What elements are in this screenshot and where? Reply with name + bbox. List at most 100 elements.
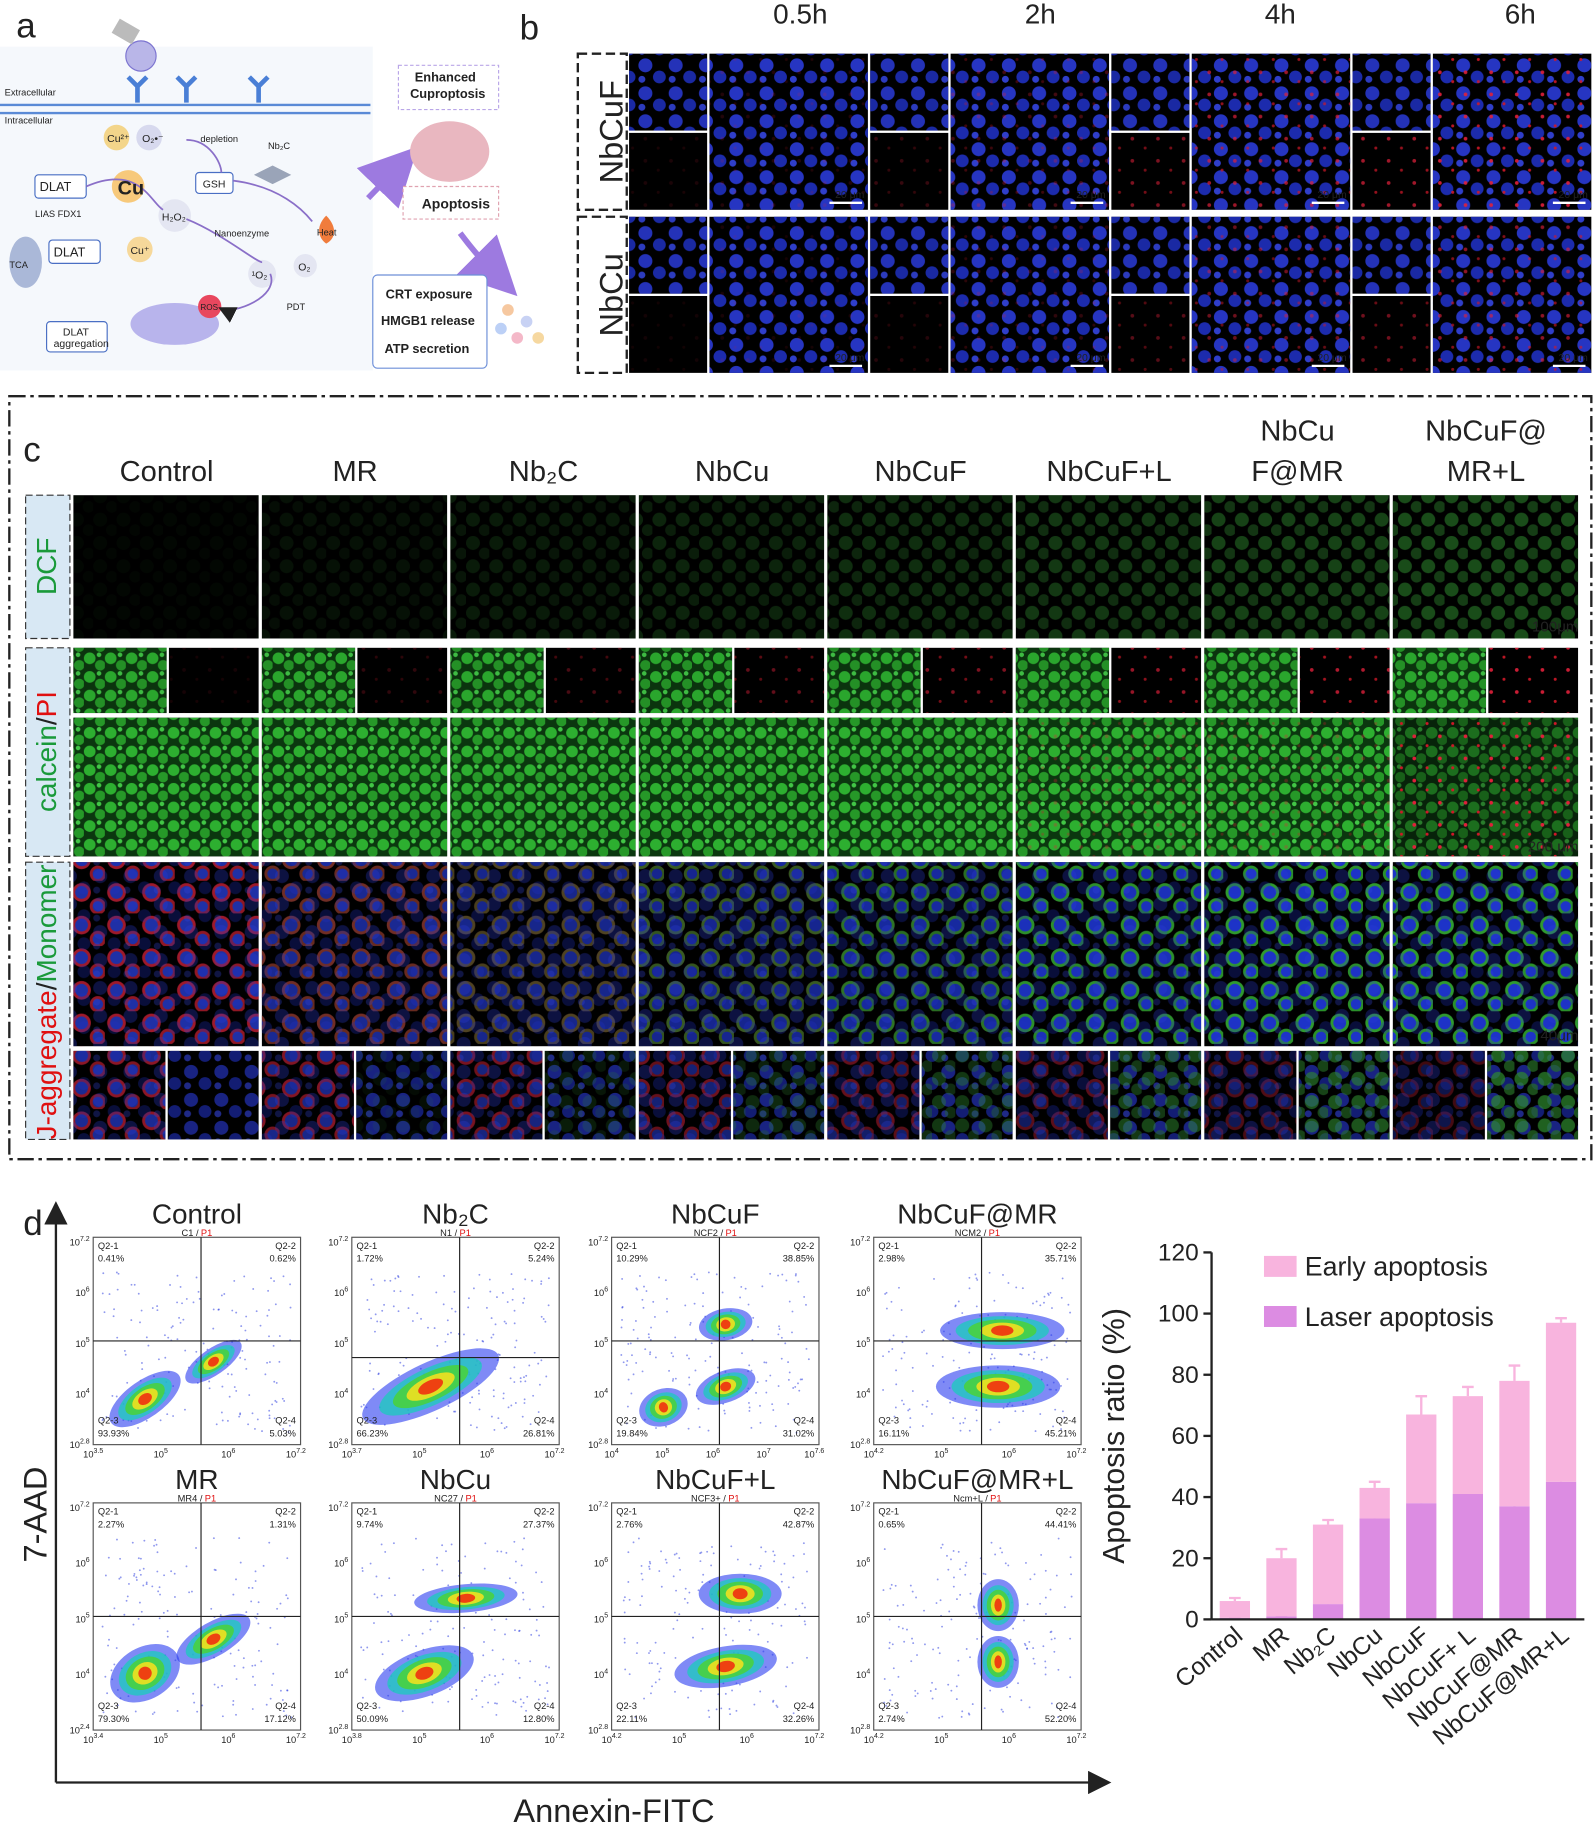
event-dot xyxy=(1044,1673,1047,1676)
bar-segment xyxy=(1406,1414,1437,1504)
event-dot xyxy=(780,1336,783,1339)
event-dot xyxy=(967,1712,970,1715)
tick-label: 103.8 xyxy=(342,1733,362,1745)
tick-exp: 4 xyxy=(866,1388,870,1395)
micrograph xyxy=(1352,216,1431,294)
event-dot xyxy=(938,1716,941,1719)
row-label-part: DCF xyxy=(31,538,62,595)
tick-base: 10 xyxy=(334,1559,344,1569)
event-dot xyxy=(648,1336,650,1339)
tick-exp: 6 xyxy=(604,1286,608,1293)
event-dot xyxy=(931,1697,934,1700)
quadrant-percent: 9.74% xyxy=(356,1519,382,1529)
event-dot xyxy=(492,1395,495,1398)
bar-segment xyxy=(1359,1487,1390,1519)
tick-label: 106 xyxy=(594,1286,608,1298)
event-dot xyxy=(285,1714,288,1717)
tick-label: 106 xyxy=(706,1448,720,1460)
event-dot xyxy=(416,1312,419,1315)
event-dot xyxy=(157,1358,160,1361)
event-dot xyxy=(792,1418,795,1421)
event-dot xyxy=(902,1403,905,1406)
event-dot xyxy=(648,1568,651,1570)
event-dot xyxy=(151,1713,154,1715)
event-dot xyxy=(766,1640,769,1643)
sample: Ncm+L / xyxy=(953,1494,988,1504)
tick-label: 106 xyxy=(1002,1733,1016,1745)
event-dot xyxy=(637,1537,640,1540)
event-dot xyxy=(289,1306,292,1309)
event-dot xyxy=(910,1660,913,1663)
tick-base: 10 xyxy=(594,1389,604,1399)
micrograph xyxy=(450,717,636,857)
event-dot xyxy=(169,1284,171,1286)
tick-label: 107.2 xyxy=(1066,1448,1086,1460)
tick-exp: 5 xyxy=(164,1733,168,1740)
event-dot xyxy=(422,1568,425,1571)
micrograph xyxy=(450,647,544,714)
tick-base: 10 xyxy=(75,1670,85,1680)
event-dot xyxy=(366,1646,369,1649)
micrograph xyxy=(921,1050,1013,1140)
event-dot xyxy=(525,1374,528,1377)
event-dot xyxy=(283,1400,286,1402)
event-dot xyxy=(119,1557,122,1560)
event-dot xyxy=(268,1361,271,1363)
event-dot xyxy=(627,1551,630,1554)
event-dot xyxy=(112,1315,115,1318)
plot-title: NbCuF+L xyxy=(655,1464,775,1495)
event-dot xyxy=(900,1309,903,1311)
tick-base: 10 xyxy=(856,1559,866,1569)
event-dot xyxy=(1032,1357,1035,1360)
event-dot xyxy=(101,1292,104,1295)
tick-exp: 5 xyxy=(604,1613,608,1620)
event-dot xyxy=(447,1635,450,1638)
event-dot xyxy=(141,1362,143,1364)
tick-label: 106 xyxy=(221,1733,235,1745)
event-dot xyxy=(247,1586,250,1589)
micrograph xyxy=(1111,132,1190,210)
event-dot xyxy=(124,1353,127,1356)
event-dot xyxy=(688,1357,690,1360)
tick-label: 102.8 xyxy=(588,1724,608,1736)
event-dot xyxy=(233,1664,236,1667)
event-dot xyxy=(797,1382,799,1385)
event-dot xyxy=(975,1305,978,1308)
event-dot xyxy=(1035,1300,1038,1303)
tick-label: 106 xyxy=(856,1557,870,1569)
event-dot xyxy=(785,1685,787,1688)
event-dot xyxy=(519,1380,522,1383)
tick-exp: 6 xyxy=(866,1557,870,1564)
bar-segment xyxy=(1266,1616,1297,1620)
event-dot xyxy=(686,1354,688,1357)
event-dot xyxy=(783,1562,786,1565)
event-dot xyxy=(460,1571,463,1574)
event-dot xyxy=(546,1690,549,1693)
micrograph xyxy=(827,717,1013,857)
quadrant-name: Q2-1 xyxy=(616,1507,637,1517)
event-dot xyxy=(932,1364,934,1367)
event-dot xyxy=(956,1598,958,1601)
tick-base: 10 xyxy=(75,1339,85,1349)
event-dot xyxy=(471,1698,473,1701)
bar-segment xyxy=(1359,1518,1390,1620)
event-dot xyxy=(538,1634,541,1637)
event-dot xyxy=(523,1402,526,1404)
event-dot xyxy=(463,1333,465,1336)
tick-label: 104 xyxy=(594,1668,608,1680)
micrograph xyxy=(1191,53,1351,210)
event-dot xyxy=(664,1558,667,1561)
micrograph xyxy=(870,216,949,294)
event-dot xyxy=(736,1558,739,1561)
tick-label: 106 xyxy=(480,1733,494,1745)
event-dot xyxy=(361,1567,364,1569)
event-dot xyxy=(882,1355,884,1358)
micrograph xyxy=(827,647,921,714)
diagram-label: HMGB1 release xyxy=(381,313,475,328)
event-dot xyxy=(184,1408,186,1411)
event-dot xyxy=(514,1659,517,1662)
quadrant-name: Q2-4 xyxy=(275,1701,296,1711)
event-dot xyxy=(380,1641,383,1644)
event-dot xyxy=(806,1570,808,1573)
tick-base: 10 xyxy=(856,1339,866,1349)
